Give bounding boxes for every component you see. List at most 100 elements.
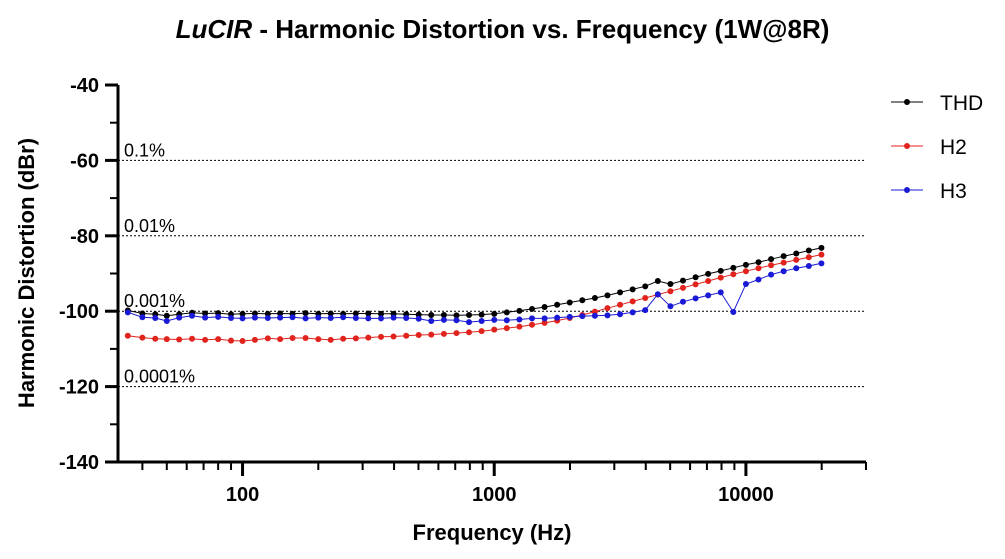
data-point: [780, 259, 787, 266]
data-point: [277, 336, 284, 343]
data-point: [529, 305, 536, 312]
data-point: [692, 274, 699, 281]
data-point: [428, 331, 435, 338]
data-point: [315, 314, 322, 321]
data-point: [239, 310, 246, 317]
data-point: [378, 310, 385, 317]
data-point: [163, 312, 170, 319]
data-point: [730, 271, 737, 278]
data-point: [228, 337, 235, 344]
data-point: [189, 312, 196, 319]
legend-marker: [904, 99, 910, 105]
data-point: [228, 314, 235, 321]
data-point: [503, 309, 510, 316]
data-point: [768, 256, 775, 263]
data-point: [529, 315, 536, 322]
data-point: [202, 314, 209, 321]
data-point: [491, 316, 498, 323]
data-point: [440, 311, 447, 318]
data-point: [503, 317, 510, 324]
legend-item-h3: H3: [891, 180, 967, 203]
data-point: [124, 332, 131, 339]
data-point: [667, 303, 674, 310]
data-point: [289, 314, 296, 321]
x-axis-ticks: 100 1000 10000: [141, 462, 867, 506]
reference-line-label: 0.001%: [124, 291, 185, 311]
data-point: [566, 299, 573, 306]
data-point: [139, 334, 146, 341]
data-point: [415, 331, 422, 338]
data-point: [239, 337, 246, 344]
data-point: [152, 335, 159, 342]
data-point: [428, 311, 435, 318]
data-point: [654, 291, 661, 298]
data-point: [805, 262, 812, 269]
data-point: [679, 298, 686, 305]
data-point: [264, 310, 271, 317]
data-point: [352, 310, 359, 317]
data-point: [440, 330, 447, 337]
legend-label: H2: [940, 136, 967, 159]
data-point: [629, 286, 636, 293]
data-point: [793, 265, 800, 272]
data-point: [124, 309, 131, 316]
data-point: [642, 295, 649, 302]
data-point: [202, 310, 209, 317]
y-tick-label: -100: [59, 301, 99, 323]
data-point: [579, 297, 586, 304]
data-point: [176, 314, 183, 321]
data-point: [604, 312, 611, 319]
data-point: [516, 316, 523, 323]
data-point: [780, 253, 787, 260]
data-point: [617, 311, 624, 318]
series-h2: [124, 251, 825, 344]
data-point: [554, 301, 561, 308]
data-point: [516, 307, 523, 314]
data-point: [730, 308, 737, 315]
series-thd: [124, 244, 825, 319]
data-point: [478, 328, 485, 335]
y-tick-label: -40: [70, 75, 99, 97]
data-point: [554, 314, 561, 321]
series-line: [127, 254, 822, 342]
y-tick-label: -60: [70, 150, 99, 172]
y-axis-ticks: -140 -120 -100 -80 -60 -40: [59, 75, 118, 474]
data-point: [163, 318, 170, 325]
data-point: [705, 270, 712, 277]
data-point: [742, 261, 749, 268]
data-point: [541, 319, 548, 326]
data-point: [453, 317, 460, 324]
series-line: [127, 247, 822, 317]
reference-line-label: 0.01%: [124, 216, 175, 236]
data-point: [516, 323, 523, 330]
x-tick-label: 10000: [718, 484, 774, 506]
reference-lines: 0.1% 0.01% 0.001% 0.0001%: [118, 140, 866, 388]
y-tick-label: -80: [70, 226, 99, 248]
data-point: [768, 262, 775, 269]
data-point: [667, 281, 674, 288]
data-point: [529, 321, 536, 328]
data-point: [403, 332, 410, 339]
legend-marker: [904, 143, 910, 149]
data-point: [730, 264, 737, 271]
data-point: [264, 314, 271, 321]
data-point: [768, 271, 775, 278]
x-tick-label: 100: [226, 484, 259, 506]
data-point: [793, 256, 800, 263]
data-point: [780, 268, 787, 275]
reference-line-label: 0.0001%: [124, 367, 195, 387]
data-point: [805, 254, 812, 261]
legend-marker: [904, 187, 910, 193]
chart-title: LuCIR - Harmonic Distortion vs. Frequenc…: [0, 14, 1005, 45]
data-point: [403, 314, 410, 321]
data-point: [654, 278, 661, 285]
data-point: [642, 307, 649, 314]
data-point: [491, 326, 498, 333]
data-point: [617, 289, 624, 296]
data-point: [566, 313, 573, 320]
data-point: [717, 289, 724, 296]
data-point: [365, 315, 372, 322]
y-tick-label: -120: [59, 377, 99, 399]
data-point: [189, 335, 196, 342]
